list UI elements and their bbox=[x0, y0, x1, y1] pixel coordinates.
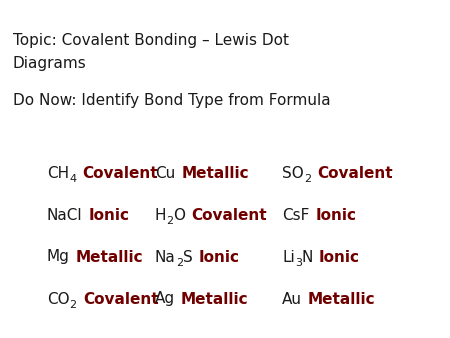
Text: 2: 2 bbox=[70, 300, 77, 310]
Text: Au: Au bbox=[282, 291, 302, 307]
Text: Ionic: Ionic bbox=[319, 249, 360, 265]
Text: 4: 4 bbox=[69, 174, 76, 184]
Text: Cu: Cu bbox=[155, 166, 175, 180]
Text: 2: 2 bbox=[166, 216, 174, 226]
Text: CH: CH bbox=[47, 166, 69, 180]
Text: Ionic: Ionic bbox=[89, 208, 130, 222]
Text: Ionic: Ionic bbox=[315, 208, 356, 222]
Text: Topic: Covalent Bonding – Lewis Dot: Topic: Covalent Bonding – Lewis Dot bbox=[13, 33, 289, 48]
Text: Ag: Ag bbox=[155, 291, 175, 307]
Text: Ionic: Ionic bbox=[198, 249, 239, 265]
Text: CO: CO bbox=[47, 291, 70, 307]
Text: SO: SO bbox=[282, 166, 304, 180]
Text: Metallic: Metallic bbox=[181, 166, 249, 180]
Text: Metallic: Metallic bbox=[308, 291, 376, 307]
Text: Na: Na bbox=[155, 249, 176, 265]
Text: Covalent: Covalent bbox=[82, 166, 158, 180]
Text: S: S bbox=[183, 249, 193, 265]
Text: NaCl: NaCl bbox=[47, 208, 83, 222]
Text: Diagrams: Diagrams bbox=[13, 56, 87, 71]
Text: Li: Li bbox=[282, 249, 295, 265]
Text: Do Now: Identify Bond Type from Formula: Do Now: Identify Bond Type from Formula bbox=[13, 93, 331, 108]
Text: Metallic: Metallic bbox=[76, 249, 144, 265]
Text: 3: 3 bbox=[295, 258, 302, 268]
Text: Covalent: Covalent bbox=[83, 291, 158, 307]
Text: Metallic: Metallic bbox=[181, 291, 249, 307]
Text: CsF: CsF bbox=[282, 208, 310, 222]
Text: 2: 2 bbox=[304, 174, 311, 184]
Text: Mg: Mg bbox=[47, 249, 70, 265]
Text: Covalent: Covalent bbox=[192, 208, 267, 222]
Text: N: N bbox=[302, 249, 313, 265]
Text: 2: 2 bbox=[176, 258, 183, 268]
Text: H: H bbox=[155, 208, 166, 222]
Text: Covalent: Covalent bbox=[317, 166, 392, 180]
Text: O: O bbox=[174, 208, 185, 222]
